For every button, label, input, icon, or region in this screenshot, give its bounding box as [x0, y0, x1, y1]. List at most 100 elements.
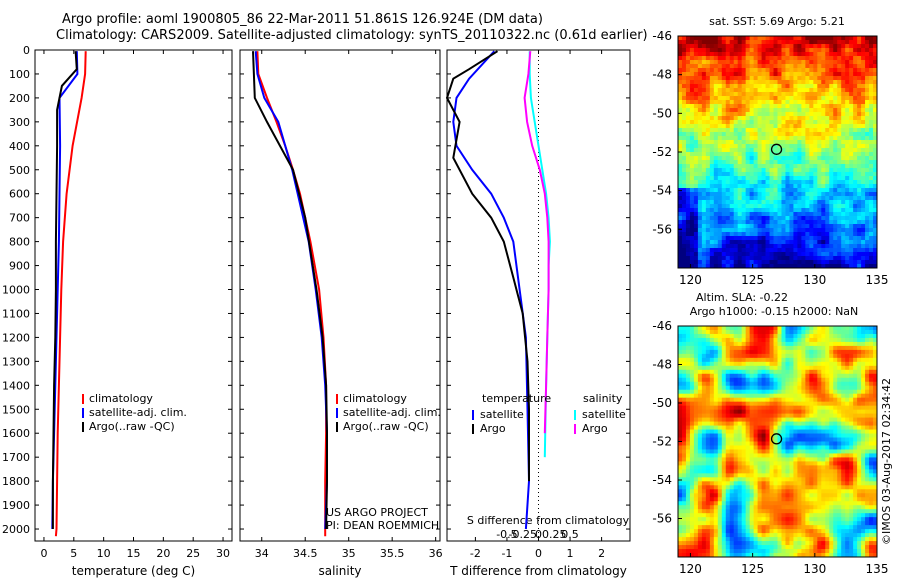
map-cell — [865, 385, 870, 391]
map-cell — [829, 136, 834, 141]
map-cell — [721, 140, 727, 145]
map-cell — [805, 401, 810, 407]
map-cell — [805, 453, 810, 458]
map-cell — [841, 216, 846, 221]
map-cell — [765, 116, 770, 121]
map-cell — [857, 148, 862, 153]
map-cell — [721, 337, 727, 343]
map-cell — [869, 333, 874, 339]
map-cell — [789, 192, 794, 197]
map-cell — [745, 204, 751, 209]
map-cell — [681, 60, 687, 65]
map-cell — [837, 112, 842, 117]
map-cell — [678, 204, 683, 209]
map-cell — [729, 337, 735, 343]
map-cell — [733, 365, 739, 371]
temperature-panel: 0100200300400500600700800900100011001200… — [2, 44, 233, 578]
map-cell — [697, 120, 703, 125]
map-cell — [681, 357, 687, 363]
map-cell — [805, 236, 810, 241]
map-cell — [777, 337, 782, 343]
map-cell — [709, 397, 715, 403]
map-cell — [833, 44, 838, 49]
map-cell — [833, 216, 838, 221]
map-cell — [729, 52, 735, 57]
map-cell — [713, 204, 719, 209]
map-cell — [713, 132, 719, 137]
map-cell — [841, 385, 846, 391]
map-cell — [757, 120, 762, 125]
map-cell — [789, 361, 794, 367]
map-cell — [801, 212, 806, 217]
map-cell — [817, 108, 822, 113]
map-cell — [805, 40, 810, 45]
map-cell — [689, 228, 695, 233]
map-cell — [793, 453, 798, 458]
map-cell — [781, 168, 786, 173]
map-cell — [729, 377, 735, 383]
map-cell — [757, 401, 762, 407]
map-cell — [845, 409, 850, 415]
map-cell — [709, 433, 715, 438]
map-cell — [721, 228, 727, 233]
map-cell — [833, 144, 838, 149]
map-cell — [765, 240, 770, 245]
map-cell — [809, 48, 814, 53]
map-cell — [817, 393, 822, 399]
map-cell — [753, 224, 758, 229]
map-cell — [809, 457, 814, 462]
map-cell — [841, 341, 846, 347]
map-cell — [697, 200, 703, 205]
map-cell — [817, 248, 822, 253]
map-cell — [849, 228, 854, 233]
map-cell — [725, 369, 731, 375]
map-cell — [729, 208, 735, 213]
map-cell — [701, 76, 707, 81]
map-cell — [685, 172, 691, 177]
map-cell — [689, 465, 695, 470]
map-cell — [753, 48, 758, 53]
map-cell — [873, 429, 878, 434]
map-cell — [745, 236, 751, 241]
map-cell — [681, 148, 687, 153]
map-cell — [733, 136, 739, 141]
map-cell — [725, 361, 731, 367]
map-cell — [769, 389, 774, 395]
map-cell — [761, 405, 766, 411]
map-cell — [749, 445, 755, 450]
map-cell — [733, 264, 739, 269]
map-cell — [849, 56, 854, 61]
map-cell — [861, 357, 866, 363]
map-cell — [741, 44, 747, 49]
map-cell — [873, 72, 878, 77]
map-cell — [785, 401, 790, 407]
map-cell — [765, 413, 770, 418]
map-cell — [817, 200, 822, 205]
map-cell — [769, 369, 774, 375]
map-cell — [869, 240, 874, 245]
map-cell — [813, 256, 818, 261]
map-cell — [681, 136, 687, 141]
map-cell — [689, 437, 695, 442]
map-cell — [853, 361, 858, 367]
map-cell — [853, 449, 858, 454]
map-cell — [705, 152, 711, 157]
map-cell — [713, 108, 719, 113]
map-y-tick-label: -56 — [652, 222, 672, 236]
map-cell — [737, 64, 743, 69]
map-cell — [781, 108, 786, 113]
map-cell — [785, 96, 790, 101]
map-cell — [817, 445, 822, 450]
map-cell — [678, 413, 683, 418]
map-cell — [817, 212, 822, 217]
map-cell — [853, 176, 858, 181]
map-cell — [805, 449, 810, 454]
map-cell — [801, 176, 806, 181]
map-cell — [785, 252, 790, 257]
map-cell — [841, 104, 846, 109]
map-cell — [733, 252, 739, 257]
map-cell — [781, 381, 786, 387]
map-cell — [701, 124, 707, 129]
map-cell — [801, 128, 806, 133]
map-cell — [853, 156, 858, 161]
